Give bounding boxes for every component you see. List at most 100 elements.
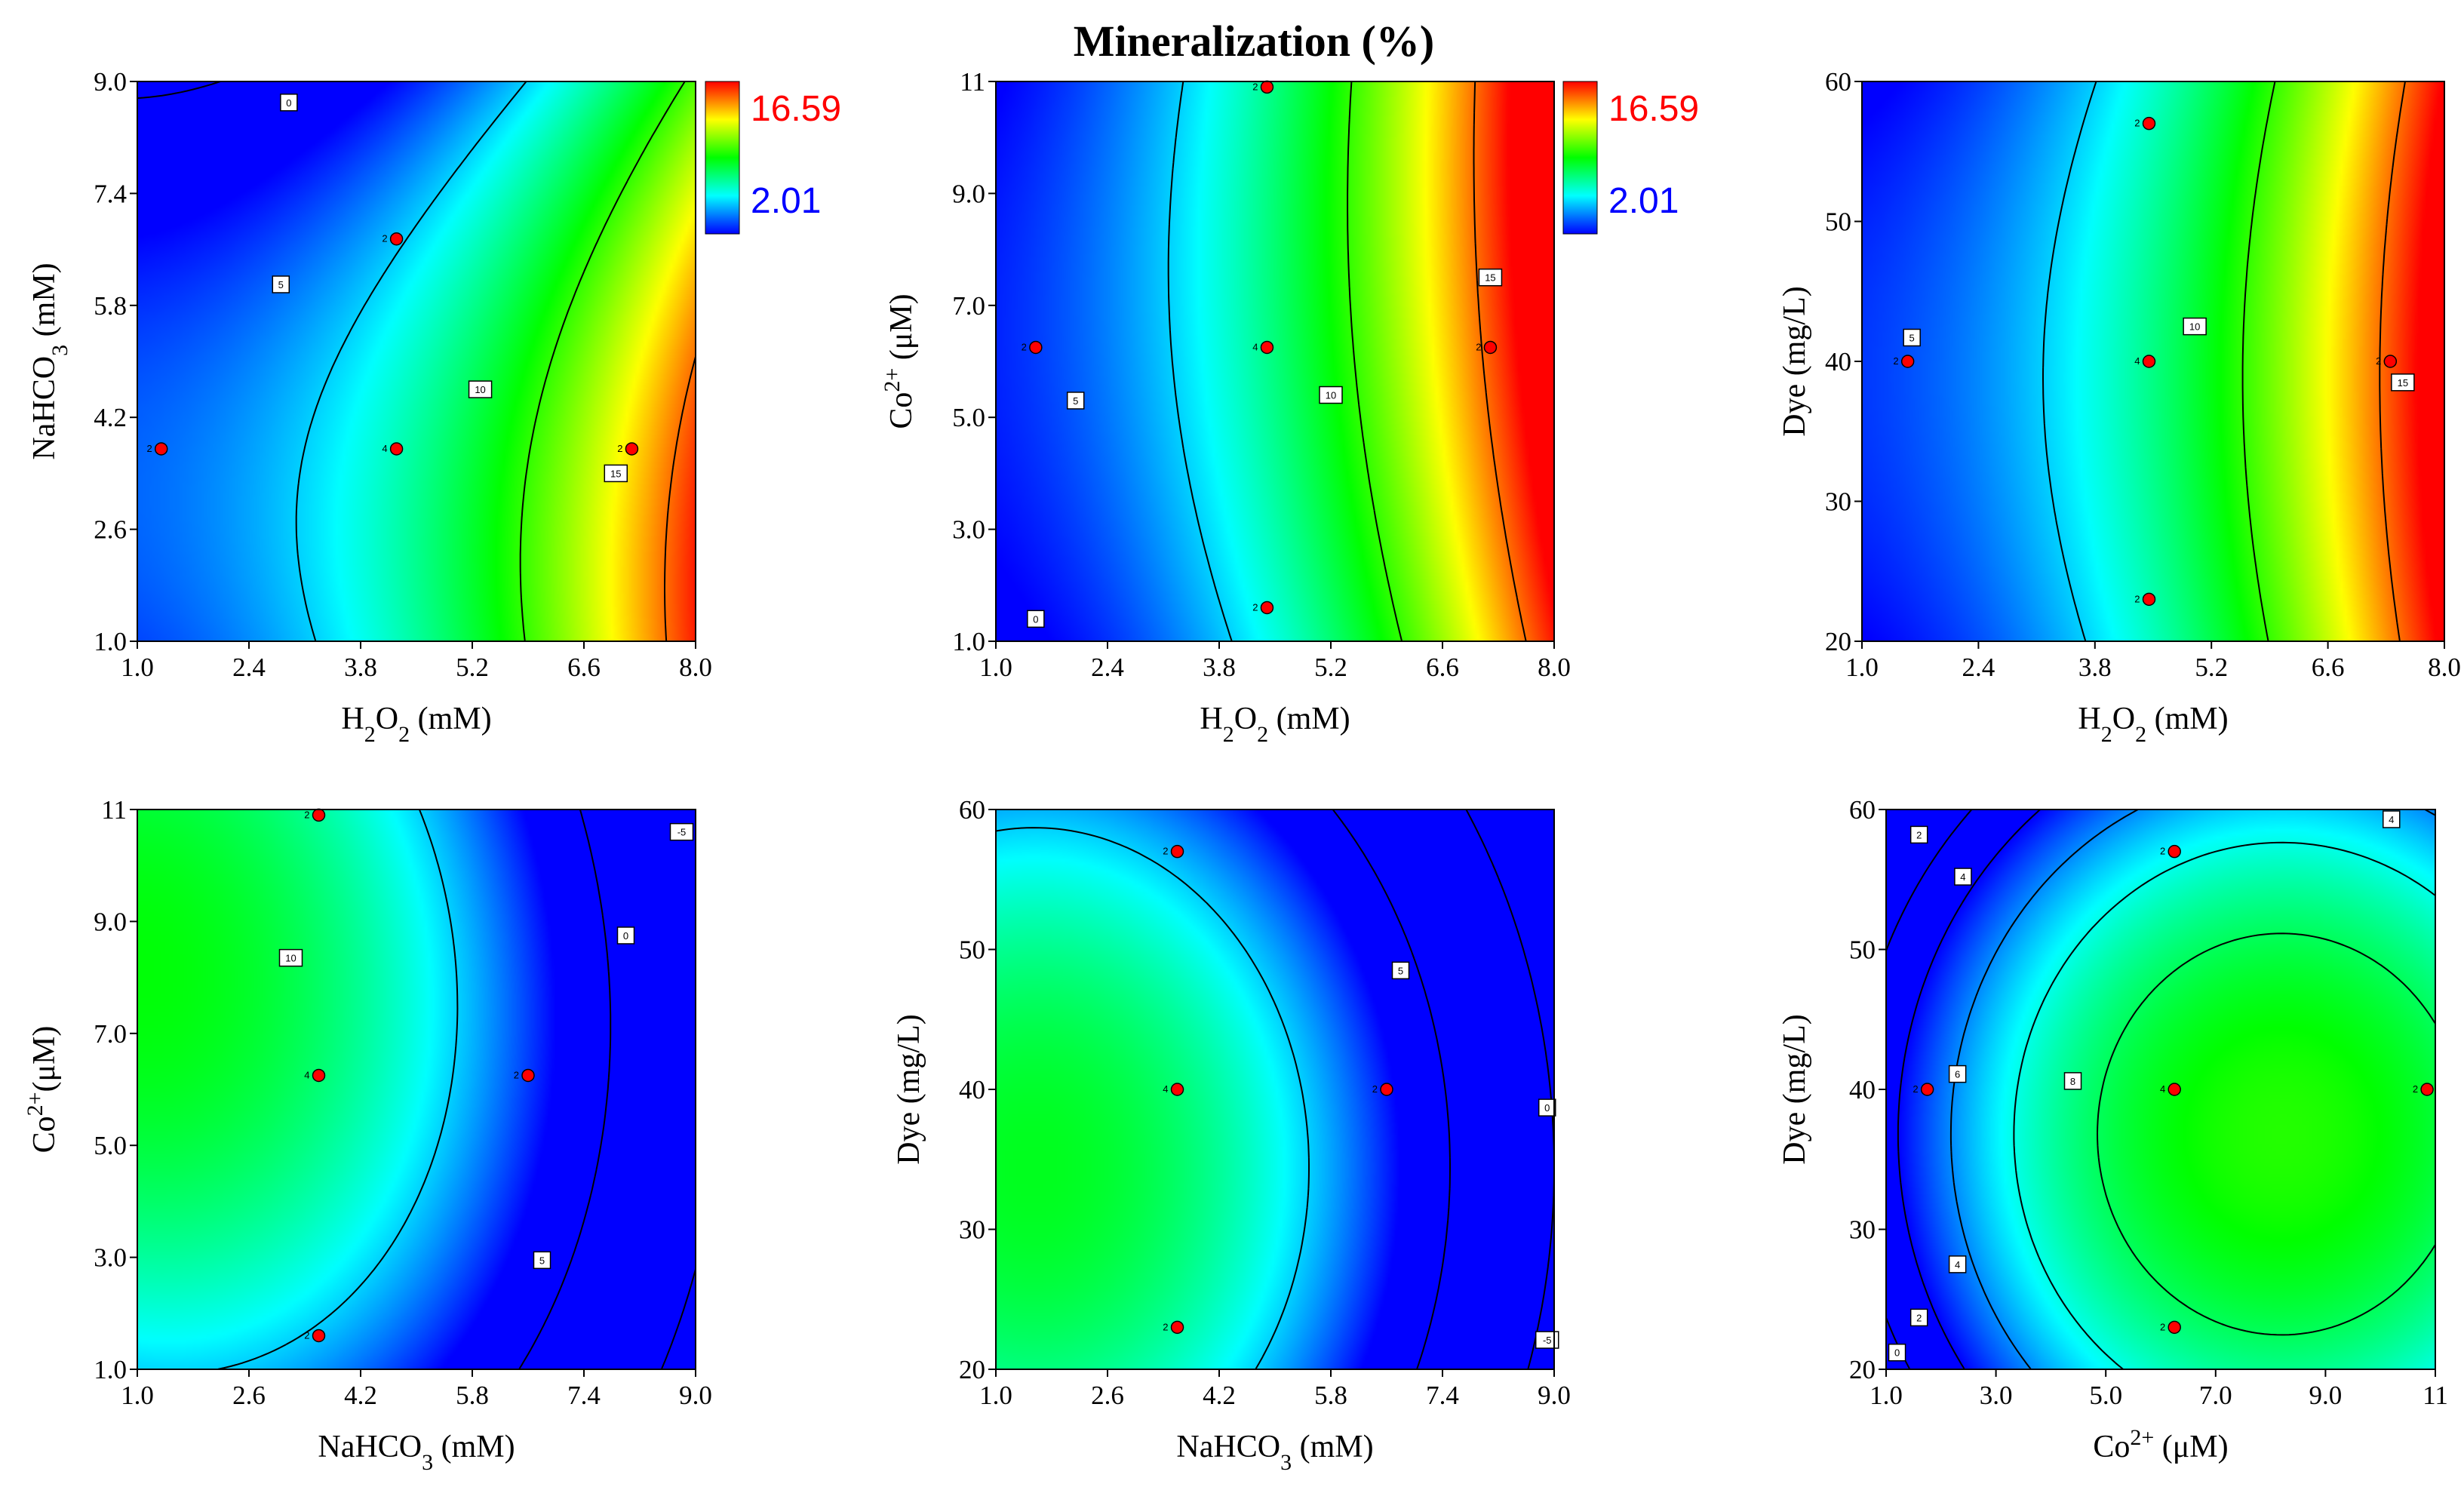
y-tick-label: 7.0 xyxy=(952,291,985,321)
x-tick-label: 3.8 xyxy=(344,653,377,682)
design-point xyxy=(1170,844,1184,859)
contour-label-box xyxy=(2391,373,2415,392)
y-tick-label: 9.0 xyxy=(94,907,127,936)
design-point xyxy=(625,442,639,456)
y-tick-label: 7.4 xyxy=(94,179,127,208)
x-tick-label: 2.6 xyxy=(232,1381,266,1410)
design-point xyxy=(2168,1083,2181,1096)
colorbar-1-max-label: 16.59 xyxy=(751,89,841,129)
design-point xyxy=(1260,340,1274,355)
y-tick-label: 40 xyxy=(1849,1075,1876,1104)
contour-label-box xyxy=(1948,1255,1967,1273)
contour-label-box xyxy=(616,926,635,945)
panel-3-y-axis-label: Dye (mg/L) xyxy=(1777,286,1812,436)
design-point-label: 2 xyxy=(2413,1083,2418,1095)
panel-4-contours: 10 5 0 -5 xyxy=(217,809,696,1370)
contour-label-text: 2 xyxy=(1916,829,1922,840)
contour-line xyxy=(2241,81,2276,642)
panel-4-x-ticks: 1.0 2.6 4.2 5.8 7.4 9.0 xyxy=(121,1369,712,1410)
design-point xyxy=(389,442,404,456)
panel-4-design-points: 2 4 2 2 xyxy=(304,808,535,1343)
contour-line xyxy=(137,81,221,100)
panel-3-x-axis-label: H2O2 (mM) xyxy=(2078,702,2228,747)
contour-line xyxy=(295,81,527,642)
panel-5-heatmap xyxy=(996,810,1554,1369)
design-point xyxy=(312,1068,326,1083)
contour-label: 5 xyxy=(1391,961,1410,980)
panel-1-heatmap xyxy=(137,81,696,641)
contour-label-text: 0 xyxy=(1894,1347,1900,1359)
design-point-label: 4 xyxy=(1252,341,1258,352)
y-tick-label: 4.2 xyxy=(94,403,127,432)
contour-label: 5 xyxy=(272,275,290,293)
x-tick-label: 8.0 xyxy=(2428,653,2461,682)
contour-label-text: 6 xyxy=(1955,1069,1960,1080)
y-tick-label: 5.0 xyxy=(952,403,985,432)
y-tick-label: 5.8 xyxy=(94,291,127,321)
contour-label-box xyxy=(278,948,303,967)
design-point-label: 2 xyxy=(1163,846,1168,857)
contour-label-text: 4 xyxy=(1960,871,1965,883)
design-point xyxy=(1900,355,1915,368)
contour-label: 6 xyxy=(1948,1065,1967,1083)
design-point-label: 2 xyxy=(1893,355,1898,367)
y-tick-label: 30 xyxy=(1825,487,1851,517)
design-point-label: 2 xyxy=(1252,601,1258,613)
y-tick-label: 9.0 xyxy=(94,67,127,97)
contour-label: 4 xyxy=(2383,810,2401,828)
contour-label-box xyxy=(1478,268,1503,287)
panel-4: 10 5 0 -5 2 4 2 2 1.0 2.6 4.2 5.8 7.4 9.0 1.0 3.0 5.0… xyxy=(23,795,712,1475)
contour-label-box xyxy=(2063,1072,2082,1090)
design-point xyxy=(389,232,404,246)
panel-4-frame xyxy=(137,809,696,1370)
contour-label-box xyxy=(1535,1331,1559,1349)
design-point-label: 2 xyxy=(514,1069,519,1080)
panel-5-x-ticks: 1.0 2.6 4.2 5.8 7.4 9.0 xyxy=(979,1369,1571,1410)
design-point-label: 4 xyxy=(382,443,387,454)
design-point xyxy=(1170,1320,1184,1335)
contour-label-text: 2 xyxy=(1916,1312,1922,1323)
x-tick-label: 1.0 xyxy=(121,653,154,682)
design-point-label: 2 xyxy=(2160,1321,2165,1332)
contour-label: 4 xyxy=(1954,868,1972,886)
contour-line xyxy=(2042,81,2097,642)
design-point xyxy=(1380,1083,1393,1096)
panel-2-y-ticks: 1.0 3.0 5.0 7.0 9.0 11 xyxy=(952,67,996,656)
panel-6-y-ticks: 20 30 40 50 60 xyxy=(1849,795,1886,1384)
y-tick-label: 30 xyxy=(959,1215,985,1245)
colorbar-2-min-label: 2.01 xyxy=(1608,181,1679,221)
contour-label-box xyxy=(1888,1343,1906,1362)
contour-label-box xyxy=(669,822,694,841)
contour-label-text: 0 xyxy=(623,930,628,942)
design-point xyxy=(1170,1083,1184,1096)
contour-label-box xyxy=(280,94,298,112)
contour-label-box xyxy=(1948,1065,1967,1083)
panel-2-x-ticks: 1.0 2.4 3.8 5.2 6.6 8.0 xyxy=(979,641,1571,682)
panel-2-y-axis-label: Co2+ (μM) xyxy=(880,293,920,429)
y-tick-label: 1.0 xyxy=(94,1355,127,1384)
colorbar-1 xyxy=(705,81,740,235)
y-tick-label: 1.0 xyxy=(952,627,985,656)
design-point-label: 4 xyxy=(304,1069,309,1080)
panel-2-frame xyxy=(995,81,1555,642)
design-point xyxy=(2420,1083,2434,1096)
contour-label-box xyxy=(1027,610,1045,628)
contour-label-text: 5 xyxy=(539,1255,545,1266)
panel-5-x-axis-label: NaHCO3 (mM) xyxy=(1176,1430,1373,1475)
design-point-label: 2 xyxy=(1022,341,1027,352)
x-tick-label: 7.4 xyxy=(1426,1381,1459,1410)
panel-1-frame xyxy=(137,81,696,642)
design-point-label: 4 xyxy=(2160,1083,2165,1095)
design-point xyxy=(2142,355,2156,368)
design-point-label: 2 xyxy=(2134,593,2140,604)
panel-3: 5 10 15 2 2 4 2 2 1.0 2.4 3.8 5.2 6.6 8.0 20 30 40 50 6… xyxy=(1777,67,2461,747)
contour-label-text: 10 xyxy=(1326,390,1336,401)
x-tick-label: 5.8 xyxy=(1314,1381,1347,1410)
x-tick-label: 5.2 xyxy=(2195,653,2228,682)
design-point-label: 2 xyxy=(382,233,387,244)
panel-2: 0 5 10 15 2 2 4 2 2 1.0 2.4 3.8 5.2 6.6 8.0 1.0 3.0 5.… xyxy=(880,67,1571,747)
contour-label: 0 xyxy=(280,94,298,112)
design-point-label: 2 xyxy=(304,809,309,820)
panel-6-x-axis-label: Co2+ (μM) xyxy=(2093,1425,2228,1465)
x-tick-label: 3.8 xyxy=(2078,653,2112,682)
